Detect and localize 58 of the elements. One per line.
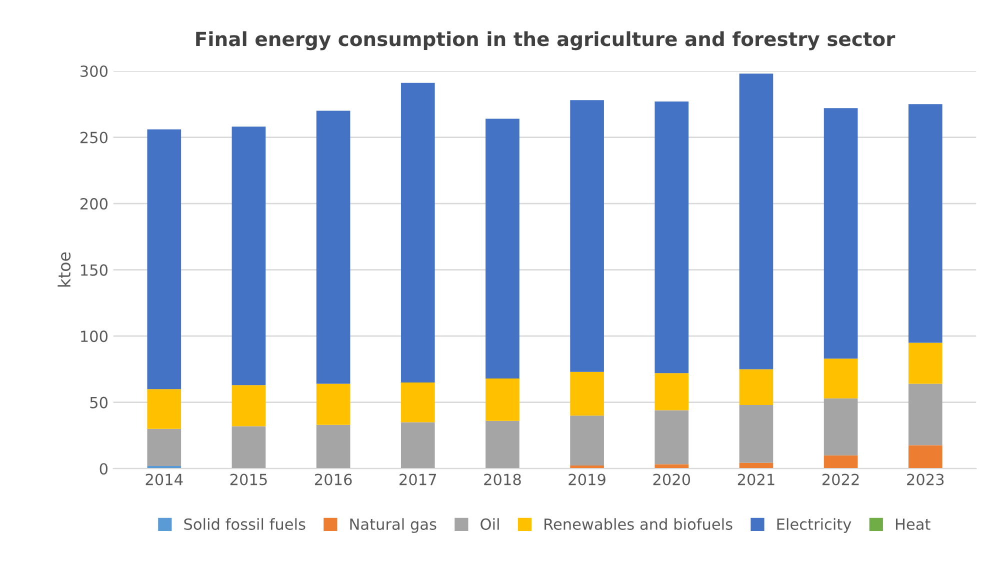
bar: [400, 422, 435, 469]
y-tick-label: 50: [90, 396, 108, 408]
bar: [908, 384, 942, 446]
bar: [570, 100, 604, 372]
bar: [147, 389, 182, 429]
x-tick-label: 2023: [907, 474, 944, 486]
x-tick-label: 2016: [314, 474, 352, 486]
bar: [232, 426, 266, 469]
bar: [908, 445, 942, 469]
x-tick-label: 2022: [822, 474, 859, 486]
bar: [654, 464, 689, 469]
y-tick-label: 300: [80, 65, 108, 78]
legend-label: Solid fossil fuels: [184, 518, 306, 530]
bar: [570, 372, 604, 416]
bar: [654, 373, 689, 410]
bar: [486, 420, 520, 469]
bar: [824, 358, 858, 398]
x-tick-label: 2018: [484, 474, 521, 486]
x-tick-label: 2017: [400, 474, 436, 486]
bar: [654, 410, 689, 464]
bar: [824, 108, 858, 359]
bar: [316, 424, 350, 469]
bar: [824, 455, 858, 469]
legend-label: Electricity: [777, 518, 852, 533]
bar: [232, 385, 266, 426]
bar: [739, 369, 774, 405]
legend-label: Heat: [896, 518, 930, 530]
bar: [400, 82, 435, 382]
chart-title: Final energy consumption in the agriculture and forestry sector: [196, 31, 896, 50]
y-tick-label: 100: [81, 330, 108, 342]
bar: [486, 118, 520, 378]
y-tick-label: 0: [100, 463, 108, 475]
legend-label: Oil: [480, 518, 499, 530]
x-tick-label: 2020: [653, 474, 690, 486]
bar: [908, 342, 942, 384]
x-tick-label: 2021: [738, 474, 774, 486]
legend-label: Renewables and biofuels: [544, 518, 732, 530]
bar: [147, 129, 182, 390]
y-tick-label: 150: [81, 264, 108, 276]
bar: [570, 416, 604, 466]
y-axis-title: ktoe: [58, 252, 71, 287]
bar: [400, 382, 435, 422]
bar: [147, 428, 182, 466]
bar: [316, 110, 350, 384]
bar: [316, 384, 350, 425]
y-tick-label: 200: [80, 198, 108, 210]
x-tick-label: 2014: [146, 474, 183, 486]
y-tick-label: 250: [80, 132, 108, 144]
bar: [908, 104, 942, 343]
x-tick-label: 2015: [230, 474, 267, 486]
bar: [486, 378, 520, 421]
bar: [739, 74, 774, 370]
bar: [654, 101, 689, 374]
bar: [232, 126, 266, 386]
bar: [824, 398, 858, 456]
legend-label: Natural gas: [350, 518, 436, 533]
bar: [739, 404, 774, 463]
x-tick-label: 2019: [568, 474, 606, 486]
